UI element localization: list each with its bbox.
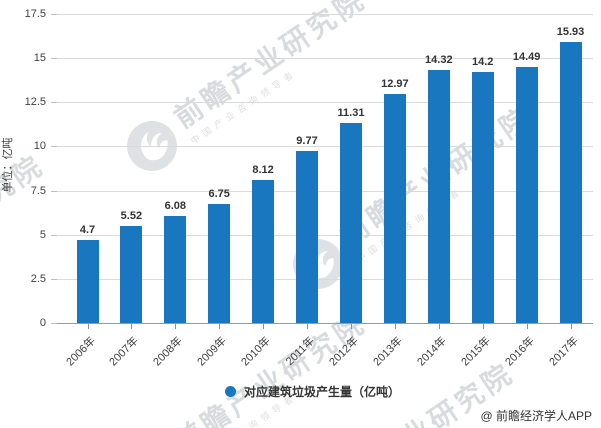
legend[interactable]: 对应建筑垃圾产生量（亿吨） — [12, 383, 601, 400]
x-axis-tick — [87, 324, 89, 329]
bar-2013年 — [383, 94, 406, 323]
bar-value-label: 5.52 — [120, 209, 143, 222]
x-tick-label: 2008年 — [151, 334, 186, 369]
y-tick-label: 12.5 — [24, 96, 46, 108]
bar-2017年 — [559, 41, 582, 323]
bar-2015年 — [471, 72, 494, 323]
y-axis-title: 单位：亿吨 — [2, 137, 14, 193]
bar-2009年 — [208, 203, 231, 323]
bar-2011年 — [296, 150, 318, 323]
bar-value-label: 12.97 — [381, 78, 409, 90]
x-axis-tick — [394, 324, 396, 329]
x-tick-label: 2011年 — [283, 334, 317, 368]
gridline — [57, 146, 593, 147]
bar-value-label: 4.7 — [79, 224, 96, 236]
gridline — [57, 235, 593, 236]
y-axis-tick — [51, 235, 57, 236]
x-tick-label: 2010年 — [239, 334, 273, 369]
x-tick-label: 2012年 — [327, 334, 361, 369]
bar-value-label: 6.08 — [164, 199, 186, 212]
gridline — [57, 191, 593, 192]
x-axis-tick — [570, 324, 572, 329]
legend-label: 对应建筑垃圾产生量（亿吨） — [243, 385, 400, 399]
y-tick-label: 10 — [33, 140, 46, 152]
gridline — [57, 102, 593, 103]
bar-value-label: 8.12 — [252, 163, 274, 176]
x-axis-tick — [131, 324, 133, 329]
x-axis-tick — [482, 324, 484, 329]
y-tick-label: 17.5 — [24, 8, 46, 20]
x-axis-line — [57, 323, 593, 324]
bar-value-label: 14.49 — [512, 51, 541, 64]
y-tick-label: 15 — [33, 52, 46, 64]
bar-value-label: 9.77 — [296, 134, 318, 147]
y-tick-label: 0 — [39, 317, 46, 329]
bar-2016年 — [515, 67, 538, 323]
y-axis-tick — [51, 146, 57, 147]
x-tick-label: 2006年 — [63, 334, 98, 369]
gridline — [57, 14, 593, 15]
x-axis-tick — [307, 324, 308, 329]
y-axis-tick — [51, 279, 57, 280]
x-tick-label: 2017年 — [546, 334, 581, 369]
y-axis-tick — [51, 14, 57, 15]
gridline — [57, 279, 593, 280]
x-axis-tick — [526, 324, 528, 329]
y-axis-tick — [51, 102, 57, 103]
y-axis-tick — [51, 323, 57, 324]
bar-value-label: 15.93 — [556, 25, 585, 38]
bar-value-label: 11.31 — [337, 107, 365, 120]
x-tick-label: 2009年 — [195, 334, 230, 369]
x-tick-label: 2016年 — [502, 334, 537, 369]
y-tick-label: 7.5 — [30, 185, 46, 197]
bar-value-label: 6.75 — [208, 187, 230, 200]
x-tick-label: 2014年 — [415, 334, 449, 369]
y-tick-label: 5 — [39, 229, 46, 241]
bar-2007年 — [120, 225, 143, 323]
y-axis-tick — [51, 58, 57, 59]
x-axis-tick — [219, 324, 221, 329]
x-tick-label: 2013年 — [371, 334, 405, 369]
x-axis-tick — [438, 324, 440, 329]
y-axis-tick — [51, 191, 57, 192]
x-tick-label: 2015年 — [459, 334, 493, 369]
bar-2014年 — [427, 70, 450, 323]
x-axis-tick — [263, 324, 265, 329]
bar-value-label: 14.2 — [471, 56, 494, 69]
bar-value-label: 14.32 — [425, 54, 453, 67]
bar-2012年 — [340, 123, 362, 323]
bar-2010年 — [252, 179, 275, 323]
x-axis-tick — [351, 324, 352, 329]
x-axis-tick — [175, 324, 177, 329]
y-tick-label: 2.5 — [30, 273, 46, 285]
bar-2006年 — [76, 240, 99, 323]
x-tick-label: 2007年 — [107, 334, 142, 369]
bar-2008年 — [164, 215, 187, 323]
attribution-text: @ 前瞻经济学人APP — [480, 409, 592, 423]
legend-marker-icon — [224, 386, 236, 397]
gridline — [57, 58, 593, 59]
